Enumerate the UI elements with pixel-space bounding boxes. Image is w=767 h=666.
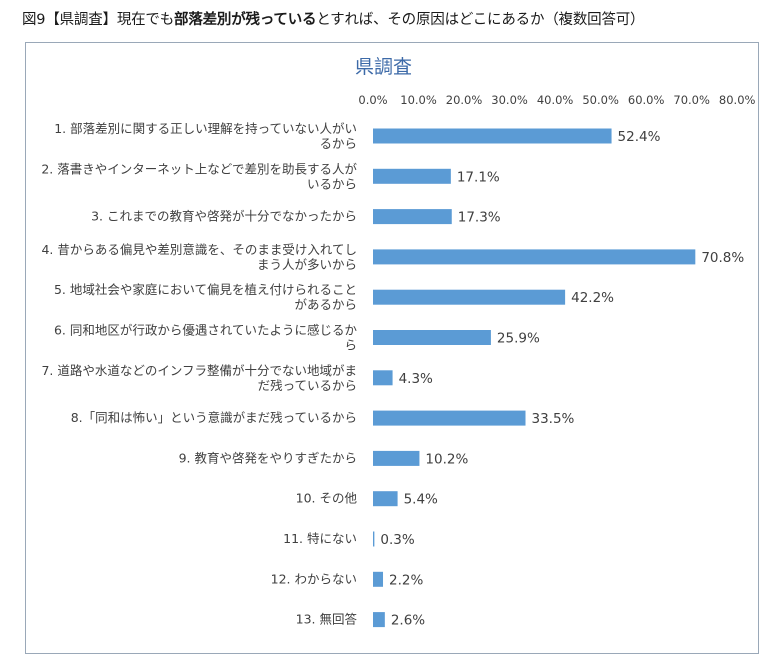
category-label: 13. 無回答 — [296, 612, 358, 627]
category-label: 7. 道路や水道などのインフラ整備が十分でない地域がま — [41, 363, 357, 378]
figure-title-suffix: とすれば、その原因はどこにあるか（複数回答可） — [316, 12, 645, 28]
category-label: 3. これまでの教育や啓発が十分でなかったから — [91, 209, 357, 224]
x-tick-label: 30.0% — [491, 93, 528, 107]
data-label: 33.5% — [532, 411, 575, 427]
data-label: 25.9% — [497, 331, 540, 347]
category-label: いるから — [307, 176, 357, 191]
figure-title-prefix: 図9【県調査】現在でも — [22, 12, 175, 28]
category-label: 1. 部落差別に関する正しい理解を持っていない人がい — [54, 121, 357, 136]
category-label: があるから — [294, 297, 357, 312]
x-tick-label: 10.0% — [400, 93, 437, 107]
category-label: 4. 昔からある偏見や差別意識を、そのまま受け入れてし — [41, 242, 357, 257]
bar — [373, 168, 451, 184]
data-label: 52.4% — [618, 129, 661, 145]
x-tick-label: 0.0% — [358, 93, 387, 107]
category-label: 2. 落書きやインターネット上などで差別を助長する人が — [41, 161, 357, 176]
category-label: 10. その他 — [296, 491, 358, 506]
category-label: まう人が多いから — [257, 257, 357, 272]
category-label: だ残っているから — [258, 378, 357, 393]
bar — [373, 330, 491, 345]
data-label: 5.4% — [404, 492, 438, 508]
bar — [373, 491, 398, 507]
bar — [373, 571, 384, 587]
bar — [373, 612, 385, 628]
bar — [373, 531, 375, 547]
category-label: 11. 特にない — [283, 531, 357, 546]
bar — [373, 128, 612, 144]
chart-frame — [25, 42, 759, 654]
data-label: 2.6% — [391, 613, 425, 629]
figure-title-bold: 部落差別が残っている — [174, 12, 317, 28]
bar — [373, 289, 566, 305]
category-label: 5. 地域社会や家庭において偏見を植え付けられること — [54, 282, 357, 297]
bar — [373, 209, 452, 225]
bar — [373, 370, 393, 386]
x-tick-label: 40.0% — [537, 93, 574, 107]
x-tick-label: 50.0% — [582, 93, 619, 107]
bar — [373, 410, 526, 426]
data-label: 42.2% — [571, 290, 614, 306]
bar — [373, 249, 696, 265]
data-label: 17.1% — [457, 169, 500, 185]
category-label: ら — [344, 338, 357, 353]
data-label: 4.3% — [399, 371, 433, 387]
data-label: 70.8% — [701, 250, 744, 266]
data-label: 0.3% — [380, 532, 414, 548]
x-tick-label: 20.0% — [446, 93, 483, 107]
x-tick-label: 60.0% — [628, 93, 665, 107]
category-label: 6. 同和地区が行政から優遇されていたように感じるか — [54, 323, 358, 338]
data-label: 17.3% — [458, 210, 501, 226]
x-tick-label: 80.0% — [719, 93, 756, 107]
chart-title: 県調査 — [354, 56, 412, 78]
category-label: るから — [319, 136, 357, 151]
bar — [373, 450, 420, 466]
data-label: 10.2% — [425, 451, 468, 467]
category-label: 9. 教育や啓発をやりすぎたから — [179, 450, 357, 465]
data-label: 2.2% — [389, 572, 423, 588]
category-label: 8.「同和は怖い」という意識がまだ残っているから — [71, 410, 357, 425]
category-label: 12. わからない — [271, 571, 357, 586]
x-tick-label: 70.0% — [673, 93, 710, 107]
figure-title: 図9【県調査】現在でも部落差別が残っているとすれば、その原因はどこにあるか（複数… — [22, 8, 762, 29]
